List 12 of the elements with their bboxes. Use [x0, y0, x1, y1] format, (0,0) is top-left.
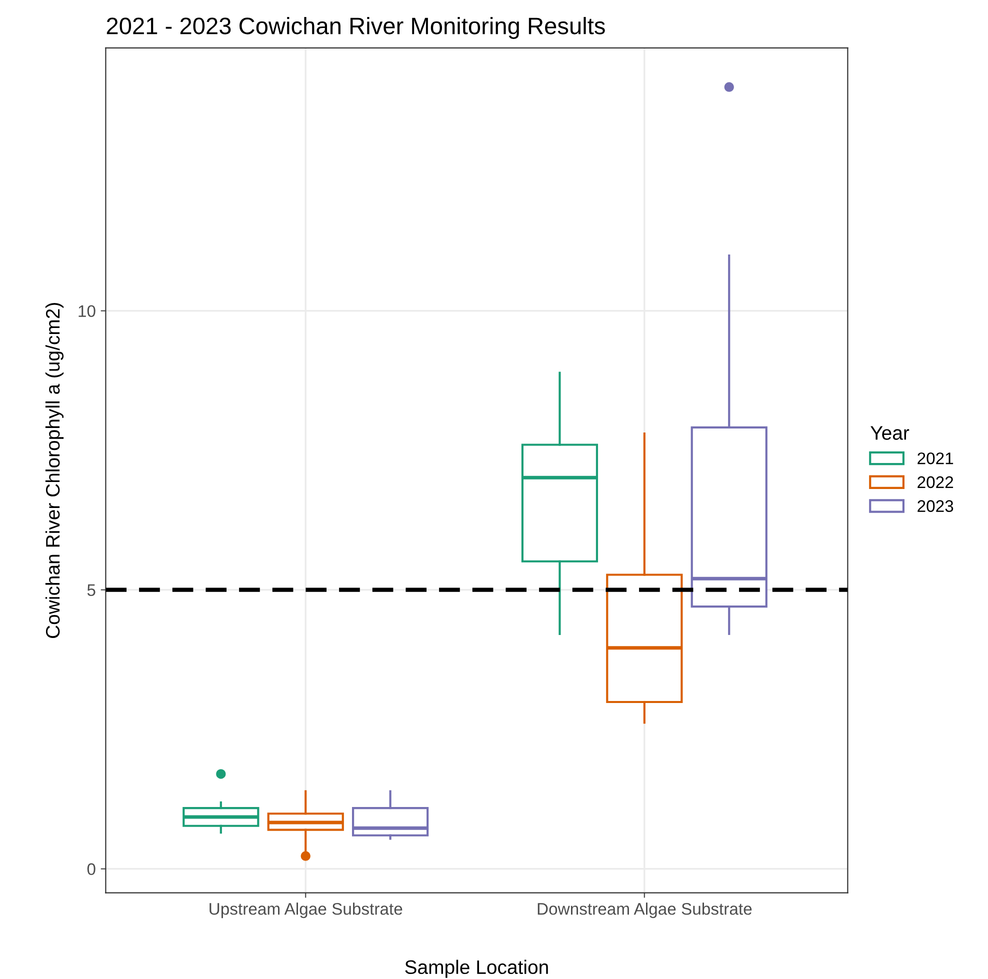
y-tick-label: 10 [78, 305, 96, 318]
x-tick-label: Downstream Algae Substrate [538, 902, 752, 918]
y-tick-label: 0 [87, 863, 96, 876]
legend-label: 2023 [918, 500, 954, 512]
legend-title: Year [870, 426, 910, 440]
legend-label: 2021 [918, 452, 954, 464]
legend-label: 2022 [918, 476, 954, 488]
x-tick-label: Upstream Algae Substrate [210, 902, 402, 918]
chart-title: 2021 - 2023 Cowichan River Monitoring Results [106, 16, 605, 39]
y-tick-label: 5 [87, 584, 96, 596]
y-axis-title: Cowichan River Chlorophyll a (ug/cm2) [45, 303, 64, 638]
x-axis-title: Sample Location [405, 960, 548, 978]
